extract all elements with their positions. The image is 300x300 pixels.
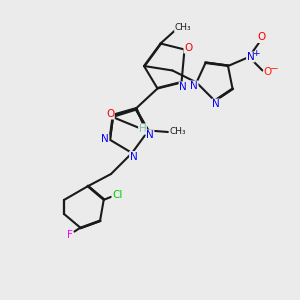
- Text: +: +: [252, 49, 260, 58]
- Text: H: H: [139, 124, 146, 134]
- Text: N: N: [190, 81, 198, 91]
- Text: F: F: [67, 230, 73, 240]
- Text: O: O: [106, 109, 114, 119]
- Text: N: N: [179, 82, 187, 92]
- Text: CH₃: CH₃: [169, 128, 186, 136]
- Text: N: N: [130, 152, 137, 162]
- Text: N: N: [101, 134, 109, 145]
- Text: Cl: Cl: [112, 190, 122, 200]
- Text: −: −: [270, 64, 279, 74]
- Text: N: N: [247, 52, 254, 62]
- Text: CH₃: CH₃: [175, 23, 191, 32]
- Text: O: O: [184, 43, 192, 53]
- Text: O: O: [264, 67, 272, 77]
- Text: O: O: [257, 32, 265, 43]
- Text: N: N: [146, 130, 154, 140]
- Text: N: N: [212, 99, 220, 109]
